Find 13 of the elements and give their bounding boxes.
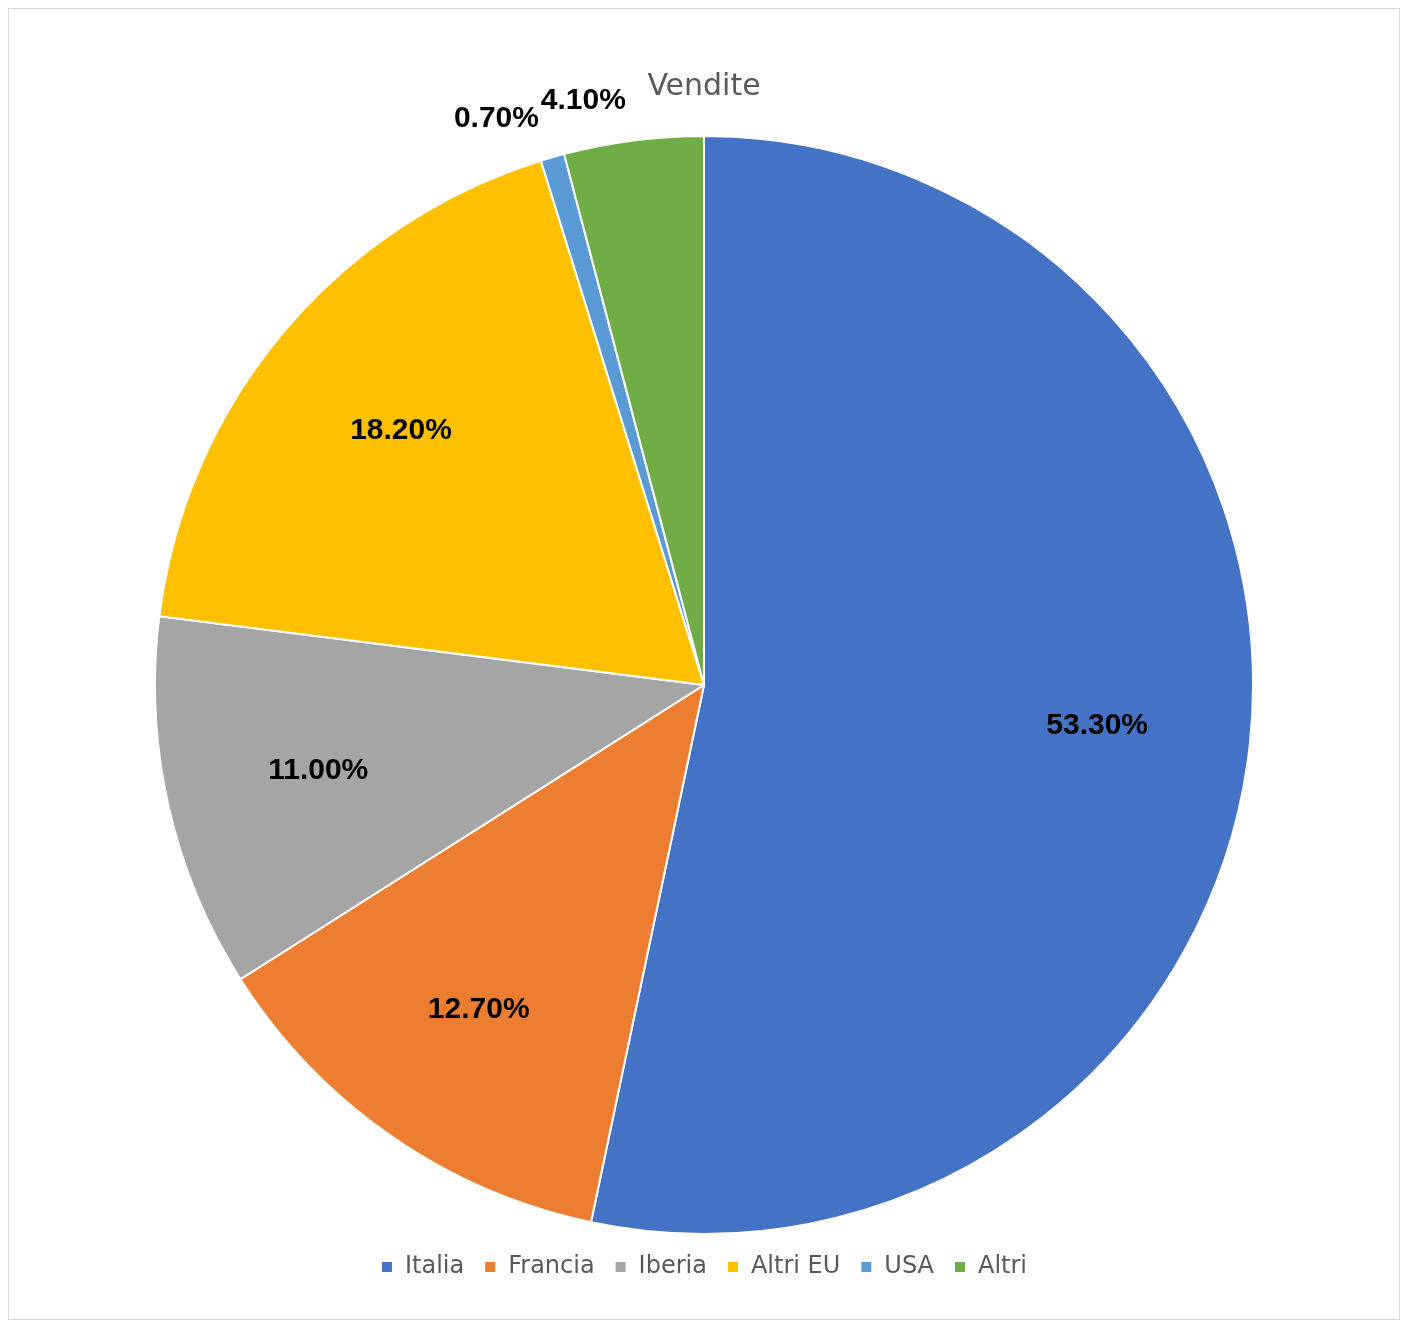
legend-label: Italia [404,1251,465,1280]
legend-label: Altri EU [750,1251,841,1280]
data-label: 53.30% [1046,707,1149,741]
legend-label: Francia [508,1251,595,1280]
legend-label: Iberia [638,1251,707,1280]
data-label: 11.00% [268,752,369,786]
legend-label: Altri [978,1251,1028,1280]
data-label: 4.10% [540,82,626,116]
legend-label: USA [884,1251,935,1280]
chart-title: Vendite [647,66,761,102]
data-label: 12.70% [427,991,530,1025]
data-label: 0.70% [453,100,539,134]
data-label: 18.20% [350,412,452,446]
